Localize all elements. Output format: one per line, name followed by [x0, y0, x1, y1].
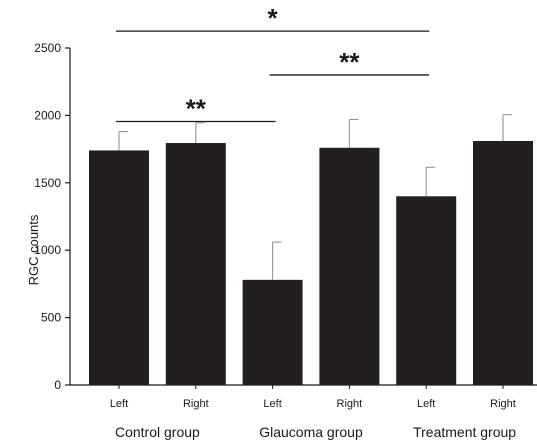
significance-brackets: *****: [116, 3, 430, 123]
x-tick-label: Right: [183, 398, 209, 410]
tick-labels: 0 500 1000 1500 2000 2500 Left Right Left Right Le…: [34, 41, 516, 440]
group-label: Treatment group: [413, 424, 516, 440]
bar: [319, 147, 380, 385]
bar: [473, 141, 533, 385]
group-label: Control group: [115, 424, 200, 440]
y-tick-label: 2000: [34, 108, 61, 122]
significance-label: **: [186, 93, 207, 123]
group-label: Glaucoma group: [259, 424, 363, 440]
significance-label: *: [268, 3, 279, 33]
y-axis-label: RGC counts: [26, 214, 41, 285]
bars: [89, 141, 533, 385]
x-tick-label: Right: [490, 398, 516, 410]
error-bars: [118, 114, 512, 280]
bar: [242, 279, 303, 385]
x-tick-label: Left: [110, 398, 128, 410]
bar: [396, 196, 457, 385]
significance-label: **: [339, 47, 360, 77]
y-tick-label: 1500: [34, 176, 61, 190]
x-tick-label: Left: [417, 398, 435, 410]
bar: [89, 150, 149, 385]
y-tick-label: 1000: [34, 243, 61, 257]
bar: [165, 143, 226, 385]
x-tick-label: Left: [263, 398, 281, 410]
y-tick-label: 0: [54, 378, 61, 392]
y-tick-label: 2500: [34, 41, 61, 55]
x-tick-label: Right: [337, 398, 363, 410]
y-tick-label: 500: [41, 311, 61, 325]
